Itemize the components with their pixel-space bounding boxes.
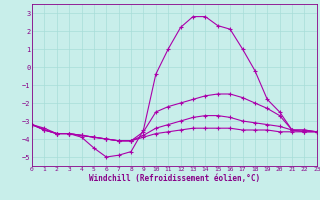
X-axis label: Windchill (Refroidissement éolien,°C): Windchill (Refroidissement éolien,°C)	[89, 174, 260, 183]
